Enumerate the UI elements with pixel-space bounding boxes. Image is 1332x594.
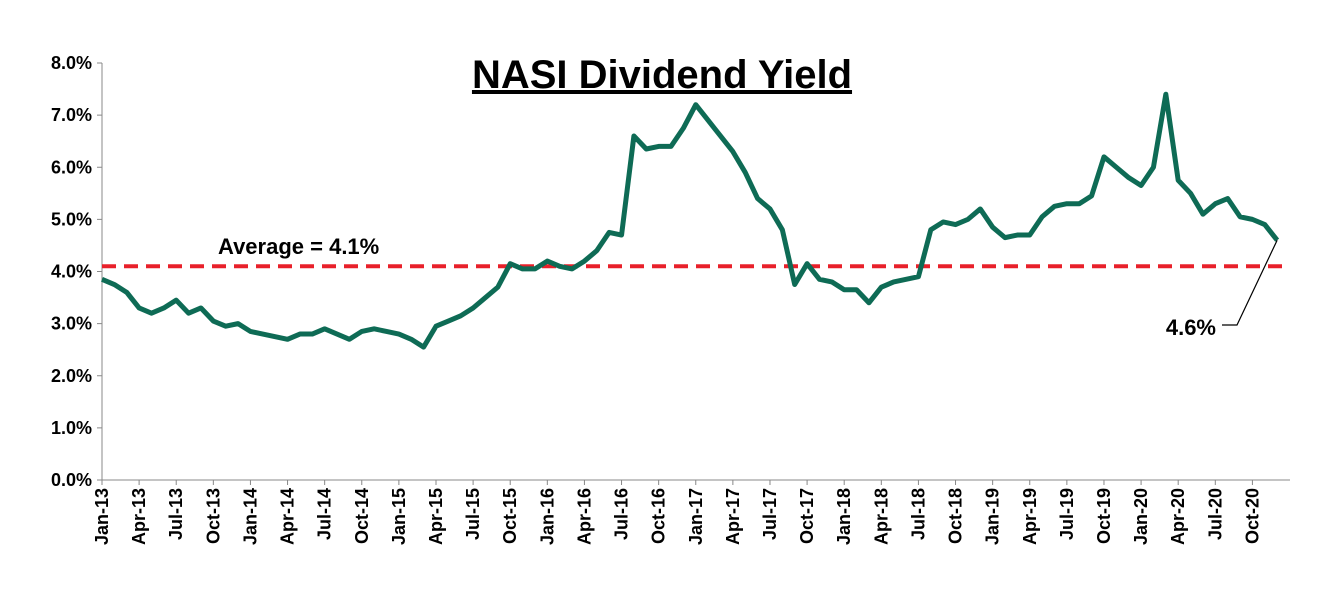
y-tick-label: 6.0% (51, 157, 92, 177)
y-tick-label: 7.0% (51, 105, 92, 125)
x-tick-label: Jul-16 (612, 488, 632, 540)
x-tick-label: Oct-16 (649, 488, 669, 544)
y-tick-label: 2.0% (51, 366, 92, 386)
x-tick-label: Jul-20 (1205, 488, 1225, 540)
x-tick-label: Oct-13 (203, 488, 223, 544)
x-tick-label: Jan-18 (834, 488, 854, 545)
callout-line (1222, 239, 1278, 326)
x-tick-label: Jan-20 (1131, 488, 1151, 545)
x-tick-label: Jan-16 (537, 488, 557, 545)
value-label: 4.6% (1166, 315, 1216, 340)
x-tick-label: Jan-14 (240, 488, 260, 545)
average-label: Average = 4.1% (218, 234, 379, 259)
x-tick-label: Apr-20 (1168, 488, 1188, 545)
x-tick-label: Apr-18 (871, 488, 891, 545)
x-tick-label: Apr-17 (723, 488, 743, 545)
y-tick-label: 1.0% (51, 418, 92, 438)
y-tick-label: 3.0% (51, 314, 92, 334)
y-tick-label: 0.0% (51, 470, 92, 490)
x-tick-label: Apr-13 (129, 488, 149, 545)
y-tick-label: 4.0% (51, 262, 92, 282)
x-tick-label: Jul-17 (760, 488, 780, 540)
x-tick-label: Oct-19 (1094, 488, 1114, 544)
x-tick-label: Apr-14 (278, 488, 298, 545)
x-tick-label: Oct-17 (797, 488, 817, 544)
x-tick-label: Apr-16 (574, 488, 594, 545)
chart-title: NASI Dividend Yield (472, 53, 852, 97)
x-tick-label: Jan-13 (92, 488, 112, 545)
x-tick-label: Oct-15 (500, 488, 520, 544)
x-tick-label: Jan-15 (389, 488, 409, 545)
x-tick-label: Oct-20 (1242, 488, 1262, 544)
x-tick-label: Jul-14 (315, 488, 335, 540)
y-tick-label: 8.0% (51, 53, 92, 73)
x-tick-label: Oct-14 (352, 488, 372, 544)
x-tick-label: Apr-15 (426, 488, 446, 545)
x-tick-label: Jul-15 (463, 488, 483, 540)
x-tick-label: Jan-19 (983, 488, 1003, 545)
y-tick-label: 5.0% (51, 209, 92, 229)
x-tick-label: Jan-17 (686, 488, 706, 545)
x-tick-label: Jul-19 (1057, 488, 1077, 540)
x-tick-label: Jul-13 (166, 488, 186, 540)
line-series (101, 91, 1280, 350)
x-tick-label: Apr-19 (1020, 488, 1040, 545)
x-tick-label: Jul-18 (908, 488, 928, 540)
x-tick-label: Oct-18 (946, 488, 966, 544)
